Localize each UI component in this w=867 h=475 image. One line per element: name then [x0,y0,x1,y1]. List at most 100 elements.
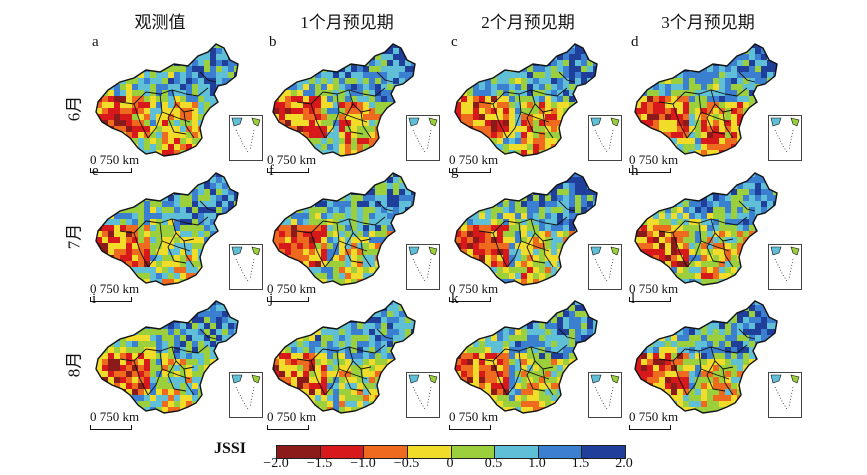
scale-label: 750 km [273,281,317,296]
legend-tick: 1.0 [528,456,546,471]
map-panel-a: a 0 750 km [88,34,263,178]
scale-bar: 0 750 km [449,281,499,302]
scale-bar-line [267,297,309,302]
legend-tick: 1.5 [571,456,590,471]
color-legend [276,445,626,459]
map-panel-f: f 0 750 km [265,163,440,307]
china-map [454,300,598,414]
scale-label: 750 km [455,152,499,167]
legend-tick: 2.0 [615,456,633,471]
legend-swatch [451,446,496,458]
scale-zero: 0 [449,281,456,296]
scale-zero: 0 [90,152,97,167]
china-map [634,43,778,157]
scale-label: 750 km [273,409,317,424]
panel-letter: i [92,291,97,307]
scale-zero: 0 [629,152,636,167]
china-map [634,172,778,286]
legend-swatch [364,446,408,458]
scale-bar-line [90,168,132,173]
south-china-sea-inset [768,115,802,161]
map-panel-l: l 0 750 km [627,291,802,435]
map-panel-c: c 0 750 km [447,34,622,178]
scale-bar-line [90,425,132,430]
china-map [95,43,239,157]
map-panel-g: g 0 750 km [447,163,622,307]
map-panel-e: e 0 750 km [88,163,263,307]
scale-bar-line [449,425,491,430]
panel-letter: a [92,34,99,50]
legend-swatch [495,446,539,458]
scale-bar: 0 750 km [90,152,139,173]
scale-bar-line [449,297,491,302]
panel-letter: l [631,291,636,307]
china-map [272,300,416,414]
scale-bar-line [267,168,309,173]
south-china-sea-inset [768,244,802,290]
legend-swatch [538,446,583,458]
south-china-sea-inset [229,244,263,290]
panel-letter: d [631,34,639,50]
legend-swatch [582,446,625,458]
scale-label: 750 km [635,409,679,424]
scale-bar: 0 750 km [629,409,679,430]
scale-zero: 0 [90,281,97,296]
scale-bar: 0 750 km [449,152,499,173]
scale-bar-line [267,425,309,430]
panel-letter: j [269,291,274,307]
scale-zero: 0 [629,409,636,424]
scale-zero: 0 [267,281,274,296]
panel-letter: k [451,291,459,307]
panel-letter: g [451,163,459,179]
scale-bar-line [449,168,491,173]
scale-zero: 0 [267,152,274,167]
legend-tick: 0 [446,456,454,471]
legend-ticks: −2.0 −1.5 −1.0 −0.5 0 0.5 1.0 1.5 2.0 [263,456,632,474]
row-title-august: 8月 [64,351,84,378]
panel-letter: c [451,34,458,50]
scale-label: 750 km [455,409,499,424]
scale-label: 750 km [273,152,317,167]
south-china-sea-inset [406,115,440,161]
south-china-sea-inset [229,372,263,418]
china-map [95,300,239,414]
map-panel-b: b 0 750 km [265,34,440,178]
panel-letter: f [269,163,274,179]
scale-label: 750 km [96,409,140,424]
column-title-lead-3: 3个月预见期 [661,13,755,32]
legend-tick: 0.5 [484,456,503,471]
scale-zero: 0 [90,409,97,424]
scale-bar: 0 750 km [90,409,140,430]
scale-label: 750 km [635,281,679,296]
legend-tick: −1.5 [306,456,333,471]
scale-label: 750 km [635,152,679,167]
column-title-observed: 观测值 [134,13,186,32]
south-china-sea-inset [588,244,622,290]
china-map [634,300,778,414]
scale-label: 750 km [455,281,499,296]
south-china-sea-inset [588,115,622,161]
scale-bar: 0 750 km [629,152,679,173]
scale-bar: 0 750 km [267,281,317,302]
row-title-july: 7月 [64,223,84,250]
scale-label: 750 km [96,281,140,296]
scale-bar-line [629,425,671,430]
column-title-lead-2: 2个月预见期 [481,13,575,32]
scale-bar-line [629,297,671,302]
legend-label: JSSI [214,440,247,457]
legend-swatch [320,446,365,458]
legend-swatch [407,446,452,458]
scale-bar: 0 750 km [90,281,140,302]
map-panel-d: d 0 750 km [627,34,802,178]
map-panel-i: i 0 750 km [88,291,263,435]
map-panel-k: k 0 750 km [447,291,622,435]
legend-swatch [277,446,321,458]
china-map [454,43,598,157]
panel-letter: h [631,163,639,179]
south-china-sea-inset [406,244,440,290]
panel-letter: b [269,34,277,50]
legend-tick: −0.5 [393,456,420,471]
scale-bar: 0 750 km [267,152,317,173]
china-map [272,172,416,286]
south-china-sea-inset [588,372,622,418]
